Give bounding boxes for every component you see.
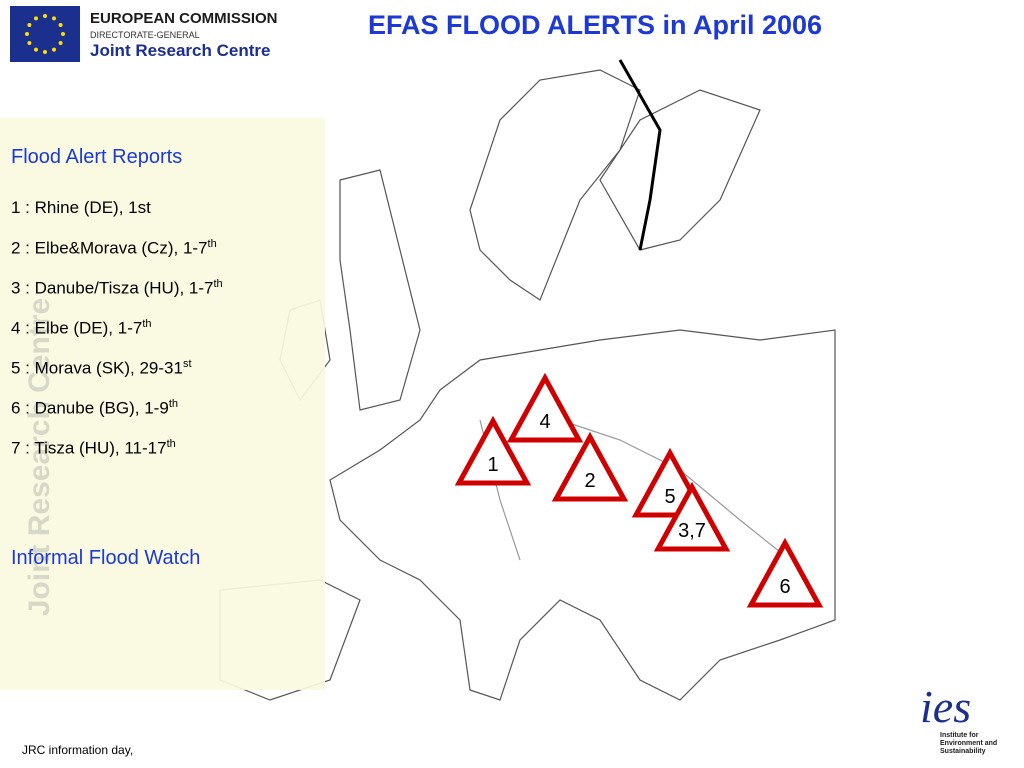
- report-sup: th: [166, 438, 176, 450]
- alert-label: 3,7: [678, 520, 706, 542]
- alert-triangle: [746, 537, 824, 608]
- report-text: 4 : Elbe (DE), 1-7: [11, 318, 143, 338]
- logo-text: Institute for Environment and Sustainabi…: [940, 732, 997, 756]
- report-item: 2 : Elbe&Morava (Cz), 1-7th: [11, 238, 321, 278]
- report-text: 5 : Morava (SK), 29-31: [11, 358, 183, 378]
- alert-triangle: [551, 431, 629, 502]
- report-sup: th: [207, 238, 217, 250]
- star: [25, 32, 29, 36]
- panel: [0, 118, 325, 690]
- star: [27, 41, 32, 45]
- title: EFAS FLOOD ALERTS in April 2006: [367, 10, 823, 40]
- report-sup: th: [168, 398, 178, 410]
- star: [58, 41, 63, 45]
- report-text: 2 : Elbe&Morava (Cz), 1-7: [11, 238, 208, 258]
- alert-triangle: [506, 372, 584, 443]
- star: [58, 23, 63, 27]
- stars: [25, 14, 65, 54]
- star: [43, 50, 47, 54]
- report-item: 5 : Morava (SK), 29-31st: [11, 358, 321, 398]
- report-sup: st: [182, 358, 192, 370]
- alert-label: 4: [539, 411, 550, 433]
- report-text: 7 : Tisza (HU), 11-17: [11, 438, 167, 458]
- alert-label: 6: [779, 576, 790, 598]
- dg: DIRECTORATE-GENERAL: [90, 30, 200, 40]
- mainland: [329, 329, 836, 701]
- report-sup: th: [213, 278, 223, 290]
- logo-line: Institute for: [940, 732, 979, 739]
- alert-label: 5: [664, 486, 675, 508]
- report-text: 3 : Danube/Tisza (HU), 1-7: [11, 278, 214, 298]
- star: [34, 16, 38, 21]
- report-text: 1 : Rhine (DE), 1st: [11, 198, 151, 217]
- report-item: 6 : Danube (BG), 1-9th: [11, 398, 321, 438]
- star: [52, 47, 56, 52]
- logo: ies: [920, 681, 972, 732]
- alert-label: 1: [487, 454, 498, 476]
- report-item: 4 : Elbe (DE), 1-7th: [11, 318, 321, 358]
- org: EUROPEAN COMMISSION: [90, 10, 278, 27]
- star: [34, 47, 38, 52]
- star: [27, 23, 32, 27]
- alert-triangle: [653, 481, 731, 552]
- report-text: 6 : Danube (BG), 1-9: [11, 398, 169, 418]
- star: [43, 14, 47, 18]
- watch: Informal Flood Watch: [11, 547, 201, 569]
- star: [61, 32, 65, 36]
- eu-flag: [10, 6, 80, 62]
- alert-triangle: [454, 415, 532, 486]
- alert-label: 2: [584, 470, 595, 492]
- star: [52, 16, 56, 21]
- britain: [339, 169, 421, 411]
- reports-heading: Flood Alert Reports: [11, 146, 183, 168]
- report-item: 3 : Danube/Tisza (HU), 1-7th: [11, 278, 321, 318]
- scandinavia: [469, 69, 641, 301]
- reports-list: 1 : Rhine (DE), 1st 2 : Elbe&Morava (Cz),…: [11, 198, 321, 478]
- report-item: 7 : Tisza (HU), 11-17th: [11, 438, 321, 478]
- report-sup: th: [142, 318, 152, 330]
- report-item: 1 : Rhine (DE), 1st: [11, 198, 321, 238]
- coast: [618, 59, 662, 251]
- logo-line: Sustainability: [940, 748, 986, 755]
- logo-line: Environment and: [940, 740, 998, 747]
- footer: JRC information day,: [22, 743, 134, 757]
- centre: Joint Research Centre: [90, 41, 271, 60]
